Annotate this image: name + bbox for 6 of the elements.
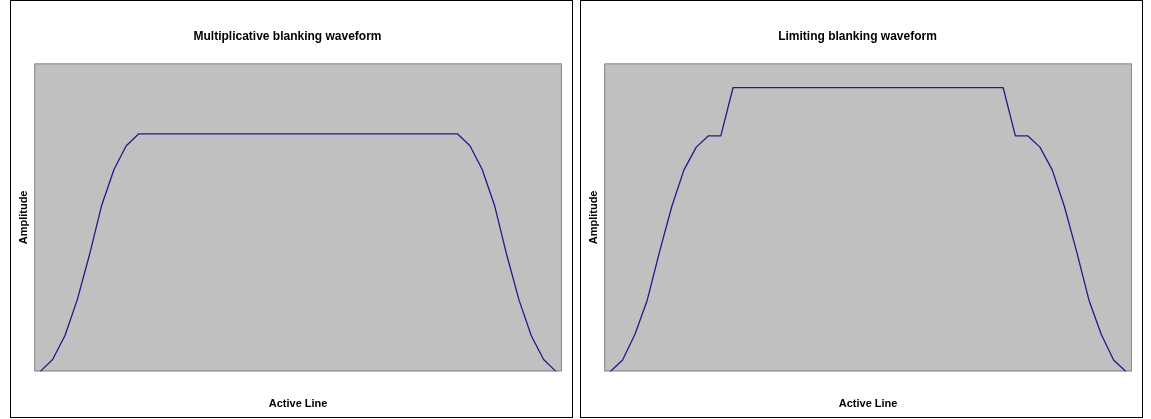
y-axis-title: Amplitude — [586, 190, 599, 245]
chart-title: Limiting blanking waveform — [778, 28, 937, 43]
x-axis-title: Active Line — [838, 397, 898, 410]
y-axis-title: Amplitude — [16, 190, 29, 245]
chart-title: Multiplicative blanking waveform — [193, 28, 382, 43]
x-axis-title: Active Line — [268, 397, 328, 410]
